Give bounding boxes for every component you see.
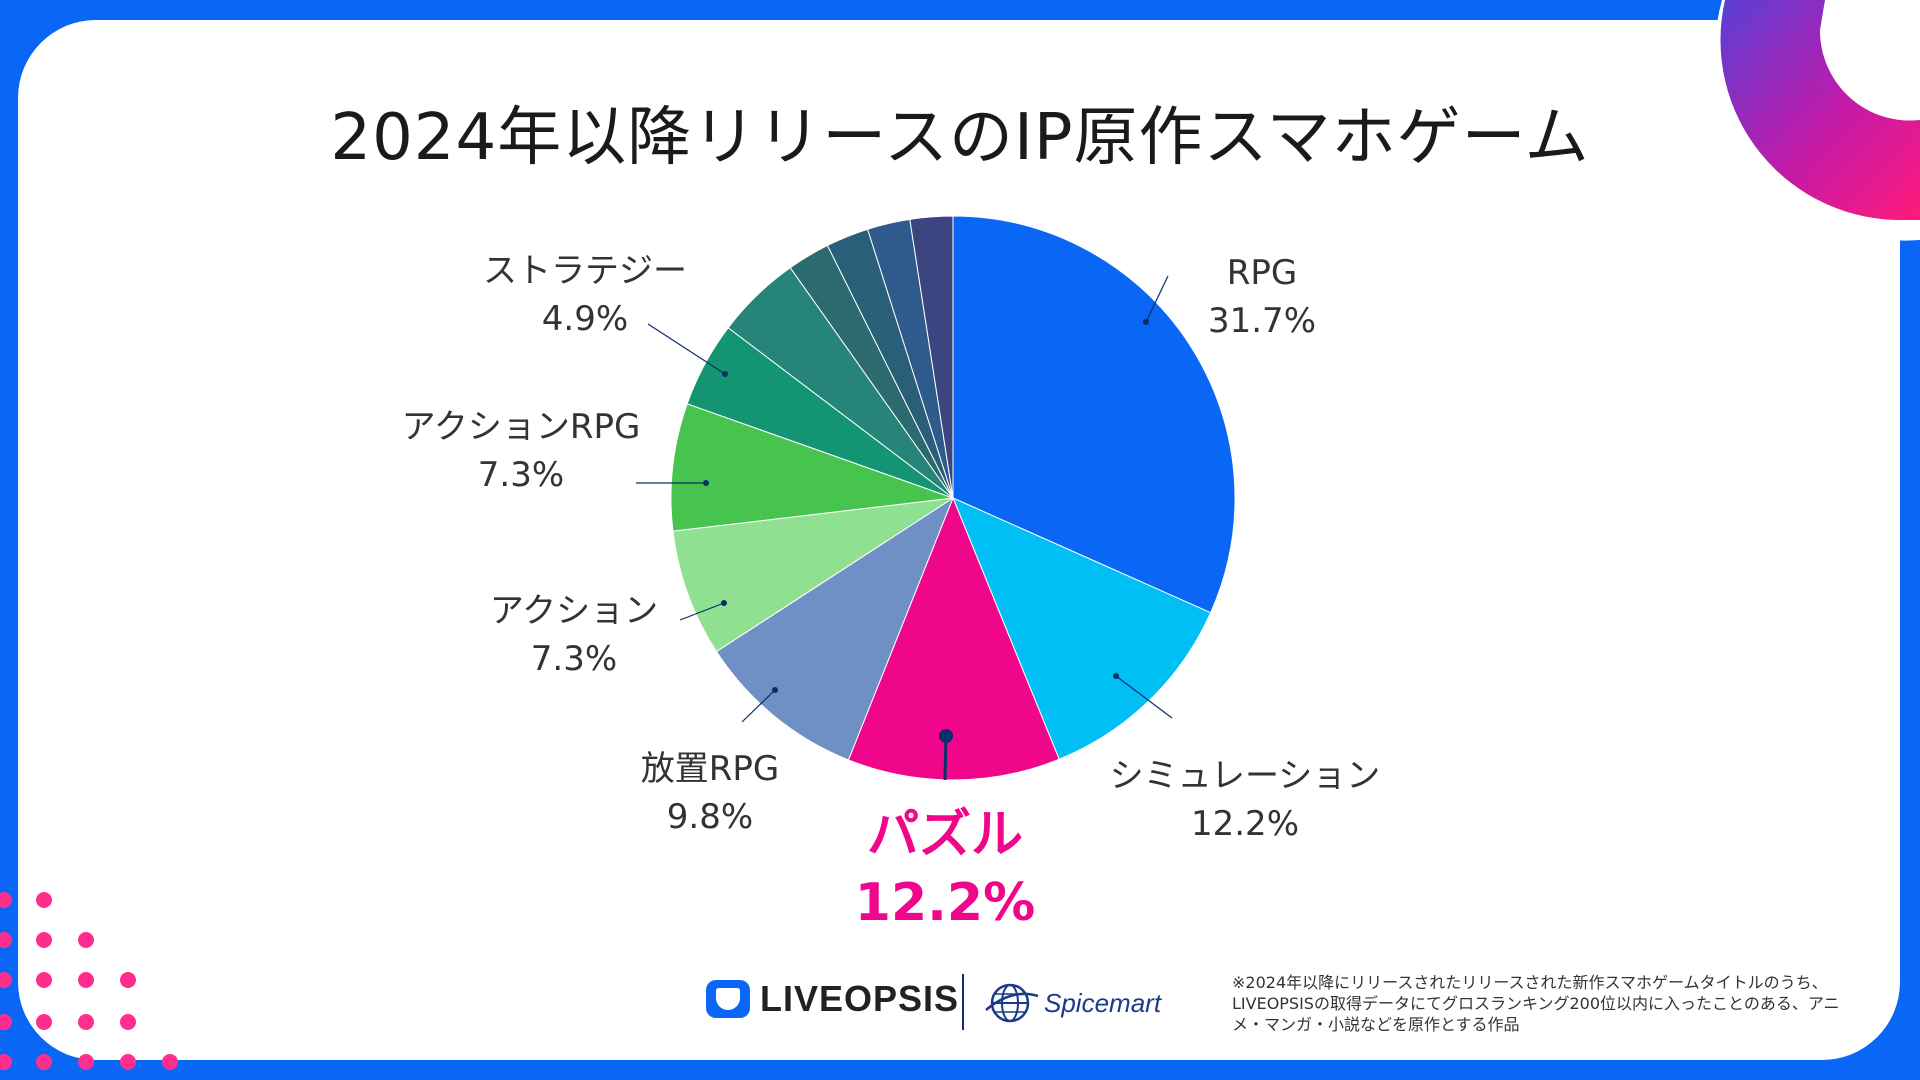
decorative-dot xyxy=(0,932,12,948)
leader-line xyxy=(741,689,776,723)
decorative-dot xyxy=(36,972,52,988)
decorative-dot xyxy=(120,972,136,988)
leader-dot xyxy=(1143,319,1149,325)
decorative-dot xyxy=(78,932,94,948)
slice-percent-label: 12.2% xyxy=(855,873,1035,933)
decorative-dot xyxy=(36,932,52,948)
slice-percent-label: 7.3% xyxy=(531,639,617,679)
decorative-dot xyxy=(120,1054,136,1070)
leader-dot xyxy=(721,600,727,606)
slice-label: 放置RPG xyxy=(641,749,779,789)
footnote: ※2024年以降にリリースされたリリースされた新作スマホゲームタイトルのうち、L… xyxy=(1232,973,1840,1034)
decorative-dot xyxy=(36,1054,52,1070)
slice-label: パズル xyxy=(867,805,1023,865)
pie-slice-unlabeled-11 xyxy=(909,215,954,499)
leader-line xyxy=(943,735,948,781)
slice-label: RPG xyxy=(1227,253,1297,293)
leader-dot xyxy=(939,729,953,743)
pie-slice-4 xyxy=(672,497,954,653)
pie-slice-0 xyxy=(952,215,1236,614)
globe-icon xyxy=(985,983,1039,1023)
slice-percent-label: 4.9% xyxy=(542,299,628,339)
pie-slice-3 xyxy=(715,496,955,761)
decorative-dot xyxy=(78,972,94,988)
logo-divider xyxy=(962,974,964,1030)
leader-dot xyxy=(722,371,728,377)
leader-dot xyxy=(1113,673,1119,679)
decorative-dot xyxy=(0,892,12,908)
leader-line xyxy=(1145,275,1169,323)
liveopsis-logo-text: LIVEOPSIS xyxy=(760,978,960,1019)
chart-title: 2024年以降リリースのIP原作スマホゲーム xyxy=(330,101,1590,175)
slice-percent-label: 12.2% xyxy=(1191,804,1299,844)
decorative-dot xyxy=(78,1054,94,1070)
slice-label: シミュレーション xyxy=(1110,756,1381,796)
decorative-dot xyxy=(78,1014,94,1030)
leader-line xyxy=(1115,675,1173,719)
leader-dot xyxy=(772,687,778,693)
decorative-dot xyxy=(36,892,52,908)
decorative-dot xyxy=(162,1054,178,1070)
spicemart-logo-text: Spicemart xyxy=(1044,987,1162,1018)
slice-percent-label: 31.7% xyxy=(1208,301,1316,341)
slice-label: ストラテジー xyxy=(483,251,687,291)
decorative-dot xyxy=(0,1014,12,1030)
decorative-dot xyxy=(36,1014,52,1030)
decorative-dot xyxy=(0,972,12,988)
leader-line xyxy=(679,602,725,621)
slice-label: アクション xyxy=(490,591,658,631)
pie-slice-2 xyxy=(847,496,1060,781)
slice-label: アクションRPG xyxy=(402,407,641,447)
slice-percent-label: 9.8% xyxy=(667,797,753,837)
leader-dot xyxy=(703,480,709,486)
spicemart-logo: Spicemart xyxy=(984,978,1161,1028)
decorative-dot xyxy=(0,1054,12,1070)
liveopsis-logo-icon xyxy=(706,980,750,1018)
leader-line xyxy=(647,323,726,375)
pie-slice-5 xyxy=(670,403,954,532)
liveopsis-logo: LIVEOPSIS xyxy=(706,978,959,1020)
slice-percent-label: 7.3% xyxy=(478,455,564,495)
decorative-dot xyxy=(120,1014,136,1030)
